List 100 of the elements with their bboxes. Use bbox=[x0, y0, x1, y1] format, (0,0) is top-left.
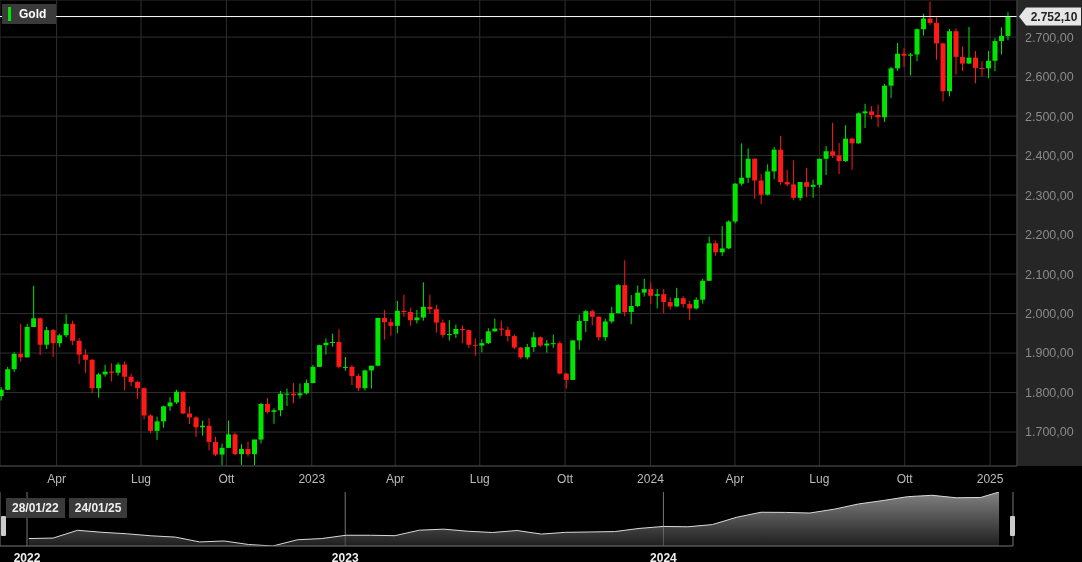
x-tick-label: 2024 bbox=[637, 471, 665, 486]
candlestick bbox=[63, 313, 69, 338]
y-tick-label: 2.700,00 bbox=[1025, 30, 1074, 45]
candlestick bbox=[388, 318, 394, 337]
candlestick bbox=[810, 179, 816, 199]
y-tick-label: 1.800,00 bbox=[1025, 385, 1074, 400]
annotation: 24/01/25 bbox=[68, 498, 128, 518]
candlestick bbox=[985, 50, 991, 79]
candlestick bbox=[576, 314, 582, 351]
candlestick bbox=[700, 278, 706, 305]
candlestick bbox=[908, 52, 914, 76]
candlestick bbox=[135, 380, 141, 400]
candlestick bbox=[349, 364, 355, 386]
candlestick bbox=[394, 300, 400, 334]
candlestick bbox=[752, 157, 758, 200]
annotation: 28/01/22 bbox=[6, 498, 65, 518]
candlestick bbox=[31, 285, 37, 328]
candlestick bbox=[830, 122, 836, 159]
candlestick bbox=[927, 1, 933, 26]
candlestick bbox=[966, 26, 972, 65]
candlestick bbox=[219, 442, 225, 466]
candlestick bbox=[719, 225, 725, 257]
ref-line-label: 2.752,10 bbox=[1030, 10, 1078, 25]
candlestick bbox=[342, 356, 348, 372]
candlestick bbox=[998, 26, 1004, 55]
candlestick bbox=[583, 309, 589, 333]
candlestick bbox=[232, 431, 238, 456]
candlestick bbox=[804, 167, 810, 198]
candlestick bbox=[50, 328, 56, 358]
candlestick bbox=[11, 351, 17, 373]
y-tick-label: 2.300,00 bbox=[1025, 188, 1074, 203]
candlestick bbox=[1005, 11, 1011, 41]
x-tick-label: 2023 bbox=[331, 550, 359, 562]
x-tick-label: Lug bbox=[469, 471, 490, 486]
candlestick bbox=[206, 417, 212, 451]
candlestick bbox=[888, 66, 894, 99]
candlestick bbox=[960, 46, 966, 72]
candlestick bbox=[635, 285, 641, 308]
candlestick bbox=[440, 318, 446, 339]
x-tick-label: Apr bbox=[725, 471, 745, 486]
candlestick bbox=[745, 147, 751, 184]
candlestick bbox=[433, 304, 439, 334]
x-tick-label: 2024 bbox=[650, 550, 678, 562]
candlestick bbox=[180, 390, 186, 415]
candlestick bbox=[765, 163, 771, 196]
x-tick-label: 2022 bbox=[13, 550, 41, 562]
y-tick-label: 2.600,00 bbox=[1025, 70, 1074, 85]
candlestick bbox=[271, 407, 277, 425]
candlestick bbox=[472, 337, 478, 357]
candlestick bbox=[531, 331, 537, 353]
y-tick-label: 2.100,00 bbox=[1025, 267, 1074, 282]
candlestick bbox=[674, 287, 680, 308]
candlestick bbox=[823, 145, 829, 176]
candlestick bbox=[252, 439, 257, 466]
candlestick bbox=[979, 60, 985, 78]
candlestick bbox=[654, 288, 660, 309]
candlestick bbox=[44, 326, 50, 350]
y-tick-label: 2.500,00 bbox=[1025, 109, 1074, 124]
candlestick bbox=[148, 413, 154, 434]
candlestick bbox=[921, 13, 927, 37]
candlestick bbox=[83, 348, 89, 374]
x-tick-label: Ott bbox=[557, 471, 574, 486]
candlestick bbox=[167, 396, 173, 412]
candlestick bbox=[771, 146, 777, 180]
candlestick bbox=[193, 415, 199, 438]
y-tick-label: 1.700,00 bbox=[1025, 425, 1074, 440]
candlestick bbox=[628, 294, 634, 325]
candlestick bbox=[862, 103, 868, 129]
legend-label: Gold bbox=[19, 7, 47, 21]
candlestick bbox=[843, 124, 849, 163]
candlestick bbox=[381, 309, 387, 341]
candlestick bbox=[648, 281, 654, 305]
candlestick bbox=[70, 320, 76, 346]
candlestick bbox=[96, 372, 102, 399]
candlestick bbox=[122, 360, 128, 392]
candlestick bbox=[213, 436, 219, 457]
x-tick-label: Ott bbox=[896, 471, 914, 486]
candlestick bbox=[739, 142, 745, 187]
y-tick-label: 2.000,00 bbox=[1025, 307, 1074, 321]
x-tick-label: Apr bbox=[385, 471, 405, 486]
x-tick-label: Ott bbox=[218, 471, 236, 486]
candlestick bbox=[602, 318, 608, 342]
candlestick bbox=[446, 319, 452, 341]
candlestick bbox=[901, 47, 907, 68]
candlestick bbox=[758, 173, 764, 205]
candlestick bbox=[128, 373, 134, 387]
candlestick bbox=[934, 16, 940, 61]
candlestick bbox=[895, 42, 901, 72]
x-tick-label: Lug bbox=[131, 471, 152, 486]
candlestick bbox=[76, 337, 82, 365]
y-tick-label: 2.200,00 bbox=[1025, 228, 1074, 243]
candlestick bbox=[992, 37, 998, 72]
candlestick bbox=[420, 281, 426, 322]
candlestick bbox=[797, 181, 803, 202]
candlestick bbox=[297, 382, 303, 399]
x-tick-label: 2025 bbox=[976, 471, 1004, 486]
candlestick bbox=[329, 333, 335, 348]
candlestick bbox=[596, 315, 602, 341]
candlestick bbox=[687, 300, 693, 321]
x-tick-label: Apr bbox=[47, 471, 66, 486]
